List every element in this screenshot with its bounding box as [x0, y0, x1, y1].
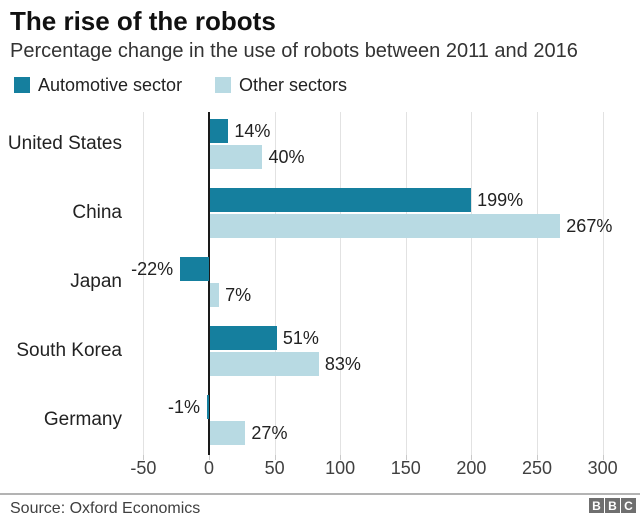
plot-area: 14% 40% 199% 267% -22% 7% 51% 83% -1% 27%: [110, 112, 622, 460]
axis-tick-label: 250: [521, 458, 553, 478]
gridline: [537, 112, 538, 455]
axis-tick: [340, 455, 342, 460]
axis-tick: [209, 455, 210, 460]
legend-item-automotive: Automotive sector: [14, 75, 182, 95]
bbc-logo-letter: C: [621, 498, 636, 513]
chart-title: The rise of the robots: [10, 6, 276, 36]
gridline: [471, 112, 473, 455]
bar-automotive: [210, 119, 229, 143]
axis-tick: [143, 455, 145, 460]
category-label: Germany: [43, 409, 122, 430]
bar-other: [210, 145, 263, 169]
axis-tick: [471, 455, 473, 460]
category-label: United States: [7, 133, 122, 154]
gridline: [274, 112, 276, 455]
axis-tick: [602, 455, 604, 460]
bar-automotive: [210, 188, 472, 212]
axis-tick: [537, 455, 538, 460]
bar-value-label: 27%: [251, 423, 288, 443]
bar-automotive: [180, 257, 209, 281]
category-label: China: [72, 202, 122, 223]
bar-other: [210, 352, 319, 376]
axis-tick-label: 200: [456, 458, 487, 478]
chart-subtitle: Percentage change in the use of robots b…: [10, 40, 578, 62]
bar-other: [210, 283, 220, 307]
legend-swatch-automotive-icon: [14, 77, 30, 93]
gridline: [602, 112, 604, 455]
legend-swatch-other-icon: [215, 77, 231, 93]
bar-value-label: -22%: [131, 259, 174, 279]
axis-tick-label: 50: [264, 458, 285, 478]
zero-axis-line: [208, 112, 210, 455]
gridline: [405, 112, 407, 455]
axis-tick: [405, 455, 407, 460]
bar-value-label: 51%: [282, 328, 319, 348]
legend: Automotive sector Other sectors: [0, 75, 640, 97]
footer-divider: [0, 493, 640, 495]
source-credit: Source: Oxford Economics: [10, 500, 201, 517]
axis-tick: [274, 455, 276, 460]
bbc-logo-letter: B: [589, 498, 604, 513]
gridline: [143, 112, 145, 455]
category-label: Japan: [70, 271, 122, 292]
bar-value-label: 14%: [234, 121, 271, 141]
bar-value-label: -1%: [167, 397, 200, 417]
bar-value-label: 7%: [225, 285, 252, 305]
axis-tick-label: 0: [203, 458, 214, 478]
legend-label-automotive: Automotive sector: [38, 74, 183, 95]
legend-item-other: Other sectors: [215, 75, 347, 95]
bar-value-label: 83%: [324, 354, 361, 374]
bar-automotive: [207, 395, 209, 419]
bar-value-label: 40%: [268, 147, 305, 167]
bar-other: [210, 421, 246, 445]
bar-value-label: 199%: [477, 190, 524, 210]
axis-tick-label: 150: [390, 458, 421, 478]
axis-tick-label: 300: [587, 458, 618, 478]
bar-value-label: 267%: [566, 216, 613, 236]
bar-other: [210, 214, 561, 238]
category-label: South Korea: [16, 340, 122, 361]
axis-tick-label: -50: [130, 458, 157, 478]
gridline: [340, 112, 342, 455]
bar-automotive: [210, 326, 277, 350]
legend-label-other: Other sectors: [239, 74, 348, 95]
bbc-logo-letter: B: [605, 498, 620, 513]
axis-tick-label: 100: [325, 458, 356, 478]
